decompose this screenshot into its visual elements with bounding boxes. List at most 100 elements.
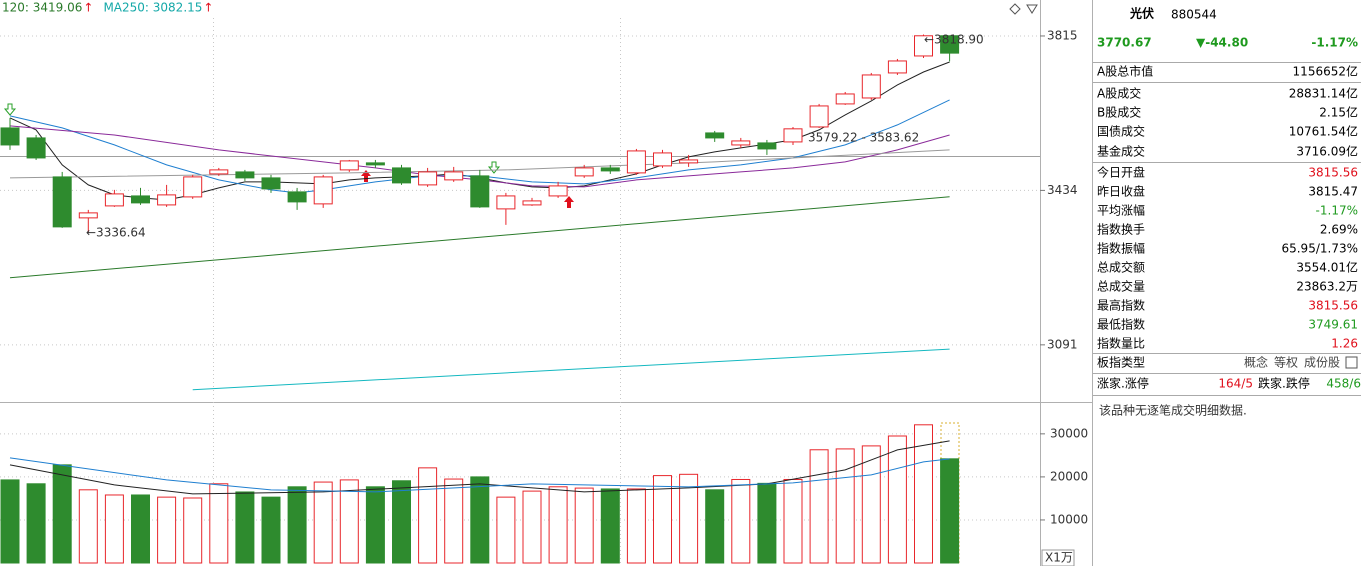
candle-body [26,137,46,159]
ma-line [9,440,950,495]
candle-body [313,176,333,205]
volume-bar [418,467,438,564]
stat-label: 总成交额 [1097,260,1145,275]
volume-bar [52,464,72,564]
candle-body [183,176,203,198]
candle-body [131,195,150,204]
volume-bar [78,489,98,564]
sell-signal [3,103,17,116]
stat-value: 1156652亿 [1293,64,1358,79]
stat-label: 总成交量 [1097,279,1145,294]
breadth-label: 涨家.涨停 [1097,376,1149,391]
candle-body [209,169,229,175]
quote-price: 3770.67 [1097,36,1152,50]
candle-body [0,127,20,146]
y-tick-label: 30000 [1050,426,1088,440]
stat-label: 昨日收盘 [1097,184,1145,199]
volume-bar [600,488,620,564]
stat-value: 3749.61 [1308,318,1358,332]
volume-bar [26,483,46,564]
volume-bar [131,494,150,564]
stat-label: 板指类型 [1097,355,1145,370]
stat-label: A股成交 [1097,86,1141,101]
toolbar-icons[interactable] [1009,3,1038,15]
stat-value: 2.69% [1320,223,1358,237]
candle-body [574,167,594,177]
candle-body [496,195,516,210]
y-tick-label: 10000 [1050,512,1088,526]
volume-bar [365,486,385,564]
stat-label: 平均涨幅 [1097,203,1145,218]
volume-bar [757,482,777,564]
volume-bar [157,496,177,564]
candle-body [470,175,490,208]
ma-line [9,457,950,493]
ma-legend: 120: 3419.06 [2,1,82,15]
candle-body [731,140,751,146]
volume-bar [444,478,464,564]
candle-body [287,191,307,203]
candle-body [522,200,542,206]
stat-value: 3815.47 [1308,185,1358,199]
stat-label: 指数振幅 [1097,241,1145,256]
stat-value: 3815.56 [1308,299,1358,313]
candle-body [809,105,829,128]
volume-bar [861,445,881,564]
index-type-option[interactable]: 成份股 [1304,356,1340,370]
volume-bar [835,448,855,564]
stat-label: 最低指数 [1097,317,1145,332]
stat-value: 23863.2万 [1296,280,1358,294]
panel-code: 880544 [1171,8,1217,22]
volume-bar [522,490,542,564]
stat-label: A股总市值 [1097,64,1153,79]
buy-signal [564,196,574,208]
panel-title: 光伏 [1129,6,1154,21]
stat-label: 今日开盘 [1097,165,1145,180]
candle-body [600,167,620,172]
icon-triangle[interactable] [1026,4,1038,14]
candle-body [52,176,72,228]
volume-bar [209,483,229,564]
ma-legend-arrow: ↑ [83,1,93,15]
stat-value: 3815.56 [1308,166,1358,180]
candle-body [157,194,177,206]
breadth-value: 458/6 [1326,377,1361,391]
candle-body [235,171,255,179]
candle-body [835,93,855,105]
sell-signal [487,161,501,174]
stat-value: 65.95/1.73% [1281,242,1358,256]
y-tick-label: 3434 [1047,183,1078,197]
volume-bar [914,424,933,564]
candle-body [861,74,881,99]
volume-bar [783,478,803,564]
candle-body [261,177,281,190]
volume-bar [339,479,359,564]
stat-value: 3716.09亿 [1296,144,1358,159]
volume-bar [470,476,490,564]
volume-bar [940,458,960,564]
stat-label: 最高指数 [1097,298,1145,313]
stat-label: 指数换手 [1097,222,1145,237]
index-type-option[interactable]: 概念 [1244,355,1268,370]
volume-bar [548,486,568,564]
icon-diamond[interactable] [1009,3,1021,15]
unit-label: X1万 [1045,551,1073,565]
volume-bar [183,497,203,564]
index-type-option[interactable]: 等权 [1274,356,1298,370]
volume-bar [626,488,646,564]
volume-bar [679,473,699,564]
stat-value: 2.15亿 [1319,105,1358,120]
candle-body [78,212,98,219]
ma-line [9,196,950,279]
volume-bar [496,496,516,564]
candle-body [705,132,725,139]
stat-value: -1.17% [1316,204,1358,218]
stat-label: 指数量比 [1097,336,1145,351]
y-tick-label: 20000 [1050,469,1088,483]
volume-bar [731,478,751,564]
volume-bar [104,494,124,564]
price-annotation: ←3336.64 [86,226,146,240]
price-annotation: ←3818.90 [924,33,984,47]
